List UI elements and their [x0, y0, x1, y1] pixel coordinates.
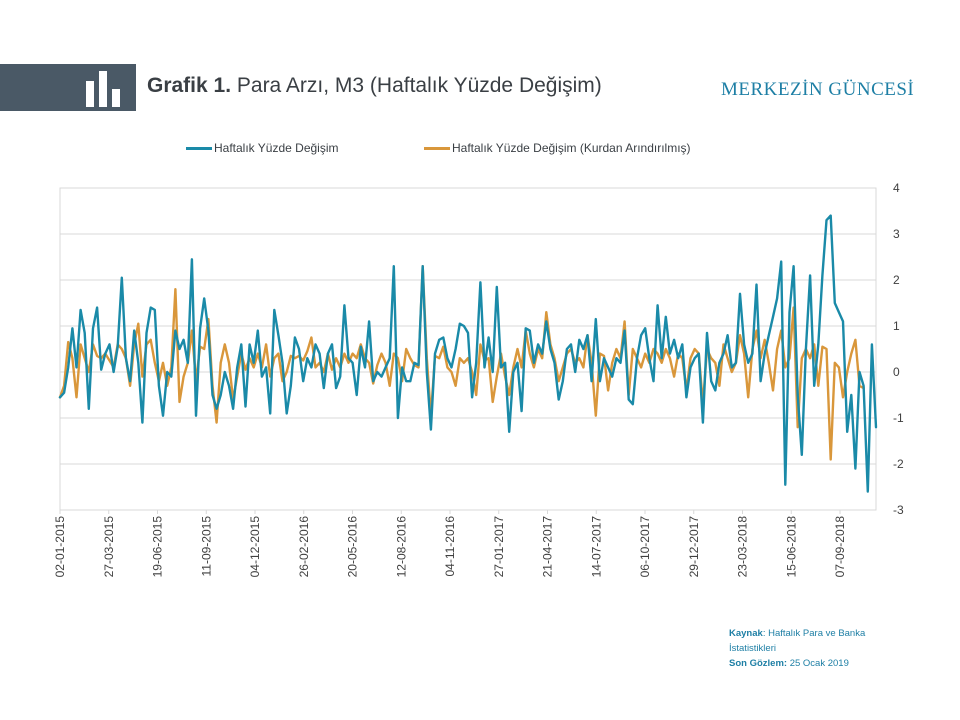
legend-label-series-1: Haftalık Yüzde Değişim	[214, 141, 339, 155]
x-tick-label: 07-09-2018	[833, 516, 847, 578]
legend-item-series-1: Haftalık Yüzde Değişim	[186, 141, 339, 155]
y-tick-label: -2	[893, 457, 904, 471]
x-tick-label: 04-12-2015	[248, 516, 262, 578]
source-label: Kaynak	[729, 628, 763, 639]
y-tick-label: -3	[893, 503, 904, 517]
y-tick-label: -1	[893, 411, 904, 425]
x-tick-label: 26-02-2016	[297, 516, 311, 578]
x-tick-label: 27-01-2017	[492, 516, 506, 578]
page-title: Grafik 1. Para Arzı, M3 (Haftalık Yüzde …	[147, 74, 602, 98]
title-text: Para Arzı, M3 (Haftalık Yüzde Değişim)	[231, 74, 602, 97]
last-observation-text: 25 Ocak 2019	[787, 658, 849, 669]
title-prefix: Grafik 1.	[147, 74, 232, 97]
bar-chart-icon	[86, 71, 120, 107]
x-tick-label: 19-06-2015	[151, 516, 165, 578]
x-tick-label: 15-06-2018	[784, 516, 798, 578]
x-tick-label: 23-03-2018	[736, 516, 750, 578]
x-tick-label: 12-08-2016	[394, 516, 408, 578]
legend-swatch-series-1	[186, 147, 212, 151]
y-tick-label: 2	[893, 273, 900, 287]
series-line-1	[58, 214, 878, 493]
source-note: Kaynak: Haftalık Para ve Banka İstatisti…	[729, 626, 909, 671]
legend-swatch-series-2	[424, 147, 450, 151]
legend-label-series-2: Haftalık Yüzde Değişim (Kurdan Arındırıl…	[452, 141, 691, 155]
y-tick-label: 0	[893, 365, 900, 379]
x-tick-label: 29-12-2017	[687, 516, 701, 578]
brand-logo: MERKEZİN GÜNCESİ	[721, 79, 915, 100]
x-tick-label: 06-10-2017	[638, 516, 652, 578]
series-line-2	[58, 265, 865, 461]
x-tick-label: 11-09-2015	[199, 516, 213, 577]
x-tick-label: 27-03-2015	[102, 516, 116, 578]
y-tick-label: 3	[893, 227, 900, 241]
y-tick-label: 1	[893, 319, 900, 333]
x-tick-label: 02-01-2015	[53, 516, 67, 578]
chart-icon-box	[0, 64, 136, 111]
source-text: : Haftalık Para ve Banka İstatistikleri	[729, 628, 866, 654]
x-tick-label: 14-07-2017	[589, 516, 603, 578]
legend-item-series-2: Haftalık Yüzde Değişim (Kurdan Arındırıl…	[424, 141, 691, 155]
x-tick-label: 04-11-2016	[443, 516, 457, 577]
x-tick-label: 20-05-2016	[346, 516, 360, 578]
last-observation-label: Son Gözlem:	[729, 658, 788, 669]
y-tick-label: 4	[893, 181, 900, 195]
x-tick-label: 21-04-2017	[541, 516, 555, 578]
